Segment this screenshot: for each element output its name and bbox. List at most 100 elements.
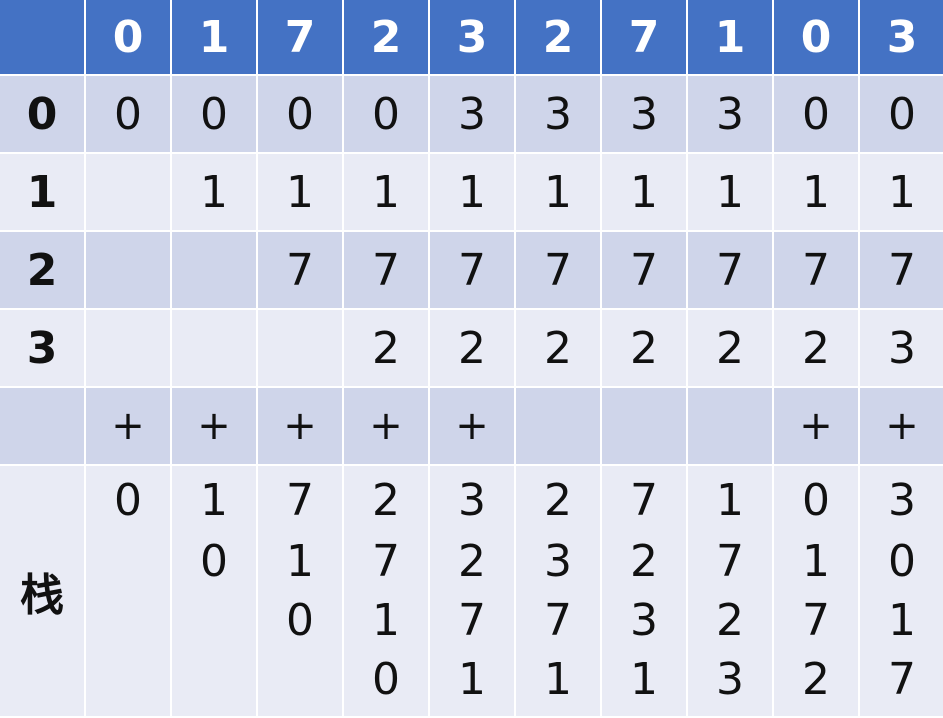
table-cell: 0 xyxy=(343,75,430,154)
table-cell: 7 xyxy=(601,231,688,310)
page-fault-marker: + xyxy=(257,387,344,466)
frame-row-1: 1 1 1 1 1 1 1 1 1 1 xyxy=(0,153,943,232)
table-cell: 0 xyxy=(257,75,344,154)
page-fault-marker xyxy=(601,387,688,466)
stack-item: 1 xyxy=(716,475,744,526)
stack-item: 2 xyxy=(458,536,486,587)
table-cell xyxy=(85,309,172,388)
row-label: 0 xyxy=(0,75,86,154)
stack-cell: 2 3 7 1 xyxy=(515,465,602,718)
stack-item: 1 xyxy=(200,475,228,526)
table-cell xyxy=(171,231,258,310)
stack-item: 7 xyxy=(630,475,658,526)
table-cell: 7 xyxy=(687,231,774,310)
stack-item: 1 xyxy=(286,536,314,587)
table-cell: 7 xyxy=(343,231,430,310)
stack-item: 7 xyxy=(544,595,572,646)
stack-item: 2 xyxy=(630,536,658,587)
table-cell: 3 xyxy=(429,75,516,154)
table-cell: 7 xyxy=(773,231,860,310)
table-cell: 7 xyxy=(257,231,344,310)
page-fault-marker: + xyxy=(773,387,860,466)
table-cell xyxy=(85,153,172,232)
table-cell: 3 xyxy=(859,309,943,388)
header-cell: 0 xyxy=(85,0,172,76)
stack-item: 7 xyxy=(888,654,916,705)
stack-item: 7 xyxy=(716,536,744,587)
stack-cell: 0 1 7 2 xyxy=(773,465,860,718)
table-cell: 1 xyxy=(859,153,943,232)
stack-item: 2 xyxy=(716,595,744,646)
page-fault-marker: + xyxy=(343,387,430,466)
row-label: 1 xyxy=(0,153,86,232)
header-cell: 2 xyxy=(343,0,430,76)
table-cell: 2 xyxy=(687,309,774,388)
table-cell: 1 xyxy=(515,153,602,232)
table-cell: 2 xyxy=(429,309,516,388)
table-cell: 1 xyxy=(429,153,516,232)
table-cell: 3 xyxy=(515,75,602,154)
stack-item: 1 xyxy=(544,654,572,705)
table-cell: 1 xyxy=(343,153,430,232)
page-fault-marker xyxy=(515,387,602,466)
stack-item: 7 xyxy=(286,475,314,526)
header-cell: 0 xyxy=(773,0,860,76)
table-cell: 1 xyxy=(257,153,344,232)
header-cell: 2 xyxy=(515,0,602,76)
table-cell: 3 xyxy=(687,75,774,154)
table-cell xyxy=(257,309,344,388)
header-cell: 3 xyxy=(859,0,943,76)
stack-cell: 3 2 7 1 xyxy=(429,465,516,718)
header-cell: 3 xyxy=(429,0,516,76)
stack-item: 0 xyxy=(114,475,142,526)
stack-item: 3 xyxy=(888,475,916,526)
table-cell: 1 xyxy=(687,153,774,232)
header-row: 0 1 7 2 3 2 7 1 0 3 xyxy=(0,0,943,76)
table-cell: 0 xyxy=(171,75,258,154)
stack-item: 7 xyxy=(458,595,486,646)
stack-item: 1 xyxy=(802,536,830,587)
frame-row-3: 3 2 2 2 2 2 2 3 xyxy=(0,309,943,388)
stack-item: 2 xyxy=(372,475,400,526)
table-cell: 0 xyxy=(773,75,860,154)
stack-cell: 7 1 0 xyxy=(257,465,344,718)
stack-item: 7 xyxy=(372,536,400,587)
table-cell: 1 xyxy=(171,153,258,232)
stack-cell: 3 0 1 7 xyxy=(859,465,943,718)
stack-item: 0 xyxy=(286,595,314,646)
stack-cell: 7 2 3 1 xyxy=(601,465,688,718)
row-label: 栈 xyxy=(0,465,86,718)
stack-item: 2 xyxy=(544,475,572,526)
page-fault-marker: + xyxy=(429,387,516,466)
row-label: 2 xyxy=(0,231,86,310)
page-fault-marker: + xyxy=(85,387,172,466)
header-corner-cell xyxy=(0,0,86,76)
page-fault-row: + + + + + + + xyxy=(0,387,943,466)
table-cell xyxy=(85,231,172,310)
page-fault-marker: + xyxy=(859,387,943,466)
table-cell: 1 xyxy=(601,153,688,232)
table-cell: 1 xyxy=(773,153,860,232)
table-cell: 0 xyxy=(85,75,172,154)
header-cell: 1 xyxy=(687,0,774,76)
frame-row-0: 0 0 0 0 0 3 3 3 3 0 0 xyxy=(0,75,943,154)
stack-item: 2 xyxy=(802,654,830,705)
row-label xyxy=(0,387,86,466)
stack-item: 3 xyxy=(544,536,572,587)
stack-item: 0 xyxy=(200,536,228,587)
header-cell: 7 xyxy=(257,0,344,76)
stack-item: 1 xyxy=(630,654,658,705)
stack-item: 0 xyxy=(372,654,400,705)
table-cell: 2 xyxy=(601,309,688,388)
stack-item: 7 xyxy=(802,595,830,646)
table-cell: 3 xyxy=(601,75,688,154)
table-cell xyxy=(171,309,258,388)
header-cell: 1 xyxy=(171,0,258,76)
table-cell: 2 xyxy=(343,309,430,388)
header-cell: 7 xyxy=(601,0,688,76)
row-label: 3 xyxy=(0,309,86,388)
page-fault-marker: + xyxy=(171,387,258,466)
table-cell: 2 xyxy=(515,309,602,388)
